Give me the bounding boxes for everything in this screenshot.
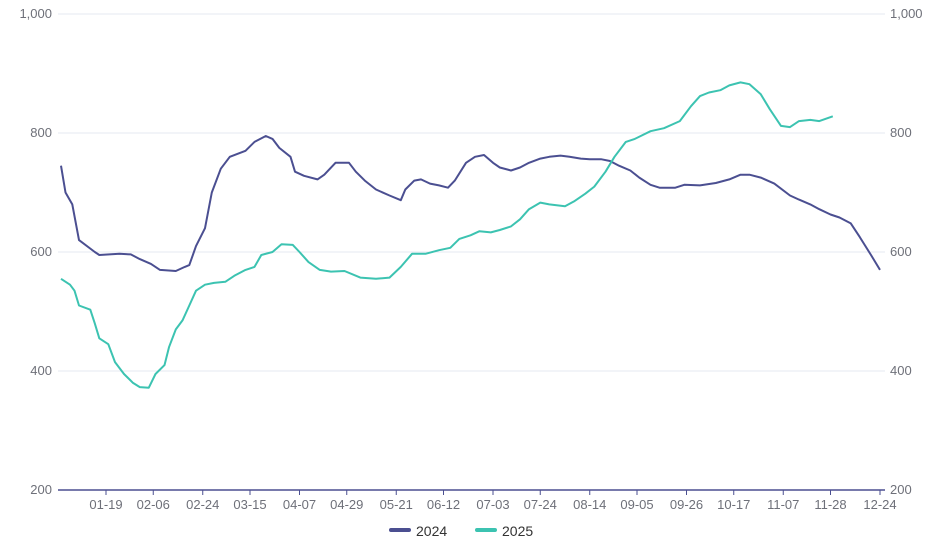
y-tick-label-right: 200 — [890, 482, 912, 497]
series-lines — [60, 81, 881, 389]
y-tick-label-right: 1,000 — [890, 6, 923, 21]
x-tick-label: 04-29 — [330, 497, 363, 512]
x-tick-label: 03-15 — [233, 497, 266, 512]
series-line-2024 — [60, 135, 881, 272]
y-tick-label-left: 600 — [30, 244, 52, 259]
legend-label-2025: 2025 — [502, 523, 533, 538]
x-axis: 01-19 02-06 02-24 03-15 04-07 04-29 05-21 06-12… — [89, 490, 897, 512]
y-tick-label-right: 600 — [890, 244, 912, 259]
x-tick-label: 11-28 — [814, 497, 846, 512]
y-tick-label-left: 800 — [30, 125, 52, 140]
legend-swatch-2025 — [475, 528, 497, 532]
legend-label-2024: 2024 — [416, 523, 447, 538]
x-tick-label: 09-05 — [620, 497, 653, 512]
x-tick-label: 12-24 — [863, 497, 896, 512]
x-tick-label: 07-24 — [524, 497, 557, 512]
y-tick-label-right: 800 — [890, 125, 912, 140]
x-tick-label: 05-21 — [380, 497, 413, 512]
legend-swatch-2024 — [389, 528, 411, 532]
legend-item-2024[interactable]: 2024 — [389, 523, 447, 539]
y-axis-right: 200 400 600 800 1,000 — [890, 6, 923, 497]
x-tick-label: 04-07 — [283, 497, 316, 512]
x-tick-label: 09-26 — [670, 497, 703, 512]
y-tick-label-left: 1,000 — [19, 6, 52, 21]
y-tick-label-right: 400 — [890, 363, 912, 378]
x-tick-label: 10-17 — [717, 497, 750, 512]
legend: 2024 2025 — [389, 523, 533, 539]
series-line-2025 — [60, 81, 834, 389]
x-tick-label: 01-19 — [89, 497, 122, 512]
x-tick-label: 07-03 — [476, 497, 509, 512]
x-tick-label: 08-14 — [573, 497, 606, 512]
y-tick-label-left: 200 — [30, 482, 52, 497]
y-axis-left: 200 400 600 800 1,000 — [19, 6, 52, 497]
y-tick-label-left: 400 — [30, 363, 52, 378]
x-tick-label: 02-06 — [137, 497, 170, 512]
x-tick-label: 11-07 — [767, 497, 799, 512]
x-tick-label: 06-12 — [427, 497, 460, 512]
x-tick-label: 02-24 — [186, 497, 219, 512]
legend-item-2025[interactable]: 2025 — [475, 523, 533, 539]
grid-lines — [58, 13, 885, 491]
